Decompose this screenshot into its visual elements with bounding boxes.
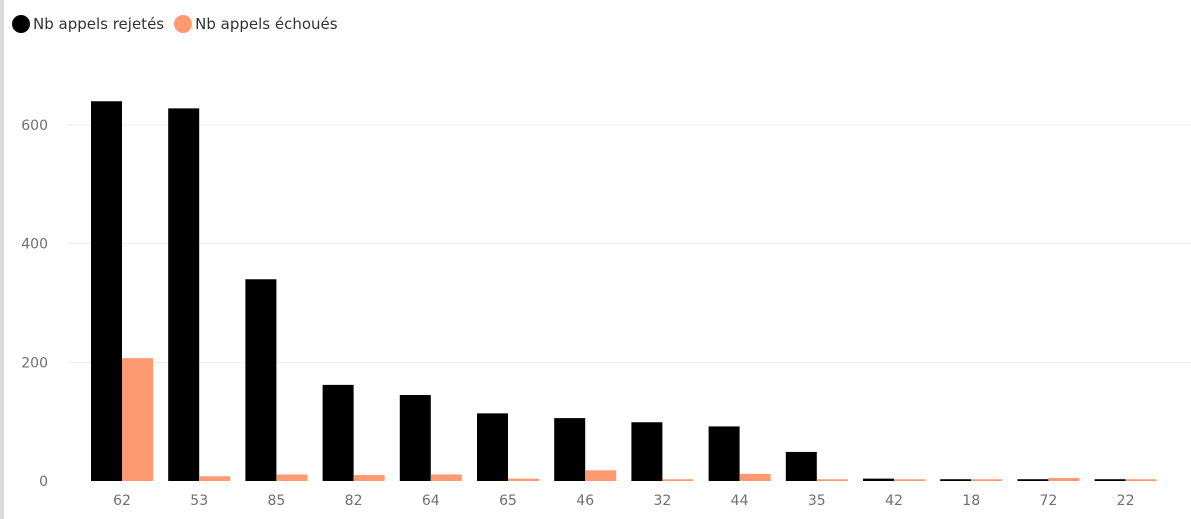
y-tick-label-0: 0 xyxy=(39,474,48,490)
legend-dot-echoues xyxy=(174,15,193,33)
bar-rejetes-18 xyxy=(940,479,972,481)
y-tick-label-400: 400 xyxy=(21,237,48,253)
x-tick-label-44: 44 xyxy=(731,493,749,509)
x-tick-label-46: 46 xyxy=(576,493,594,509)
x-tick-label-65: 65 xyxy=(499,493,517,509)
x-tick-label-72: 72 xyxy=(1039,493,1057,509)
x-tick-label-64: 64 xyxy=(422,493,440,509)
bar-rejetes-22 xyxy=(1094,479,1126,481)
legend-item-rejetes[interactable]: Nb appels rejetés xyxy=(12,15,164,33)
bar-rejetes-35 xyxy=(785,451,817,481)
x-tick-label-22: 22 xyxy=(1117,493,1135,509)
bar-echoues-64 xyxy=(430,474,462,481)
y-tick-label-600: 600 xyxy=(21,118,48,134)
legend-label-echoues: Nb appels échoués xyxy=(195,15,338,33)
x-tick-label-62: 62 xyxy=(113,493,131,509)
bar-rejetes-46 xyxy=(554,418,586,481)
bar-echoues-65 xyxy=(508,478,539,481)
bar-echoues-42 xyxy=(894,479,925,481)
left-border xyxy=(0,0,4,519)
bar-rejetes-64 xyxy=(399,394,431,481)
bar-echoues-85 xyxy=(276,474,308,481)
bar-rejetes-65 xyxy=(477,413,508,481)
bar-rejetes-72 xyxy=(1017,479,1049,481)
bar-echoues-62 xyxy=(122,358,153,481)
y-tick-label-200: 200 xyxy=(21,355,48,371)
x-tick-label-82: 82 xyxy=(345,493,363,509)
legend-label-rejetes: Nb appels rejetés xyxy=(33,15,165,33)
bar-echoues-22 xyxy=(1125,479,1157,481)
bar-rejetes-53 xyxy=(168,108,200,482)
bar-rejetes-62 xyxy=(91,101,122,482)
bar-rejetes-82 xyxy=(322,384,354,481)
x-tick-label-85: 85 xyxy=(267,493,285,509)
x-tick-label-32: 32 xyxy=(653,493,671,509)
legend-dot-rejetes xyxy=(12,15,30,33)
legend-item-echoues[interactable]: Nb appels échoués xyxy=(174,15,338,33)
bar-rejetes-44 xyxy=(708,426,740,481)
bar-echoues-53 xyxy=(199,476,231,481)
x-tick-label-18: 18 xyxy=(962,493,980,509)
bar-echoues-44 xyxy=(739,473,771,481)
bar-echoues-82 xyxy=(353,475,385,481)
x-tick-label-35: 35 xyxy=(808,493,826,509)
bar-rejetes-85 xyxy=(245,279,277,481)
bar-echoues-46 xyxy=(585,470,617,481)
x-tick-label-53: 53 xyxy=(190,493,208,509)
bar-echoues-32 xyxy=(662,479,694,481)
bar-echoues-35 xyxy=(816,479,848,481)
bar-rejetes-42 xyxy=(863,478,894,481)
legend: Nb appels rejetés Nb appels échoués xyxy=(12,12,338,36)
bar-echoues-18 xyxy=(971,479,1003,481)
bar-echoues-72 xyxy=(1048,478,1080,481)
bar-rejetes-32 xyxy=(631,422,663,481)
x-tick-label-42: 42 xyxy=(885,493,903,509)
